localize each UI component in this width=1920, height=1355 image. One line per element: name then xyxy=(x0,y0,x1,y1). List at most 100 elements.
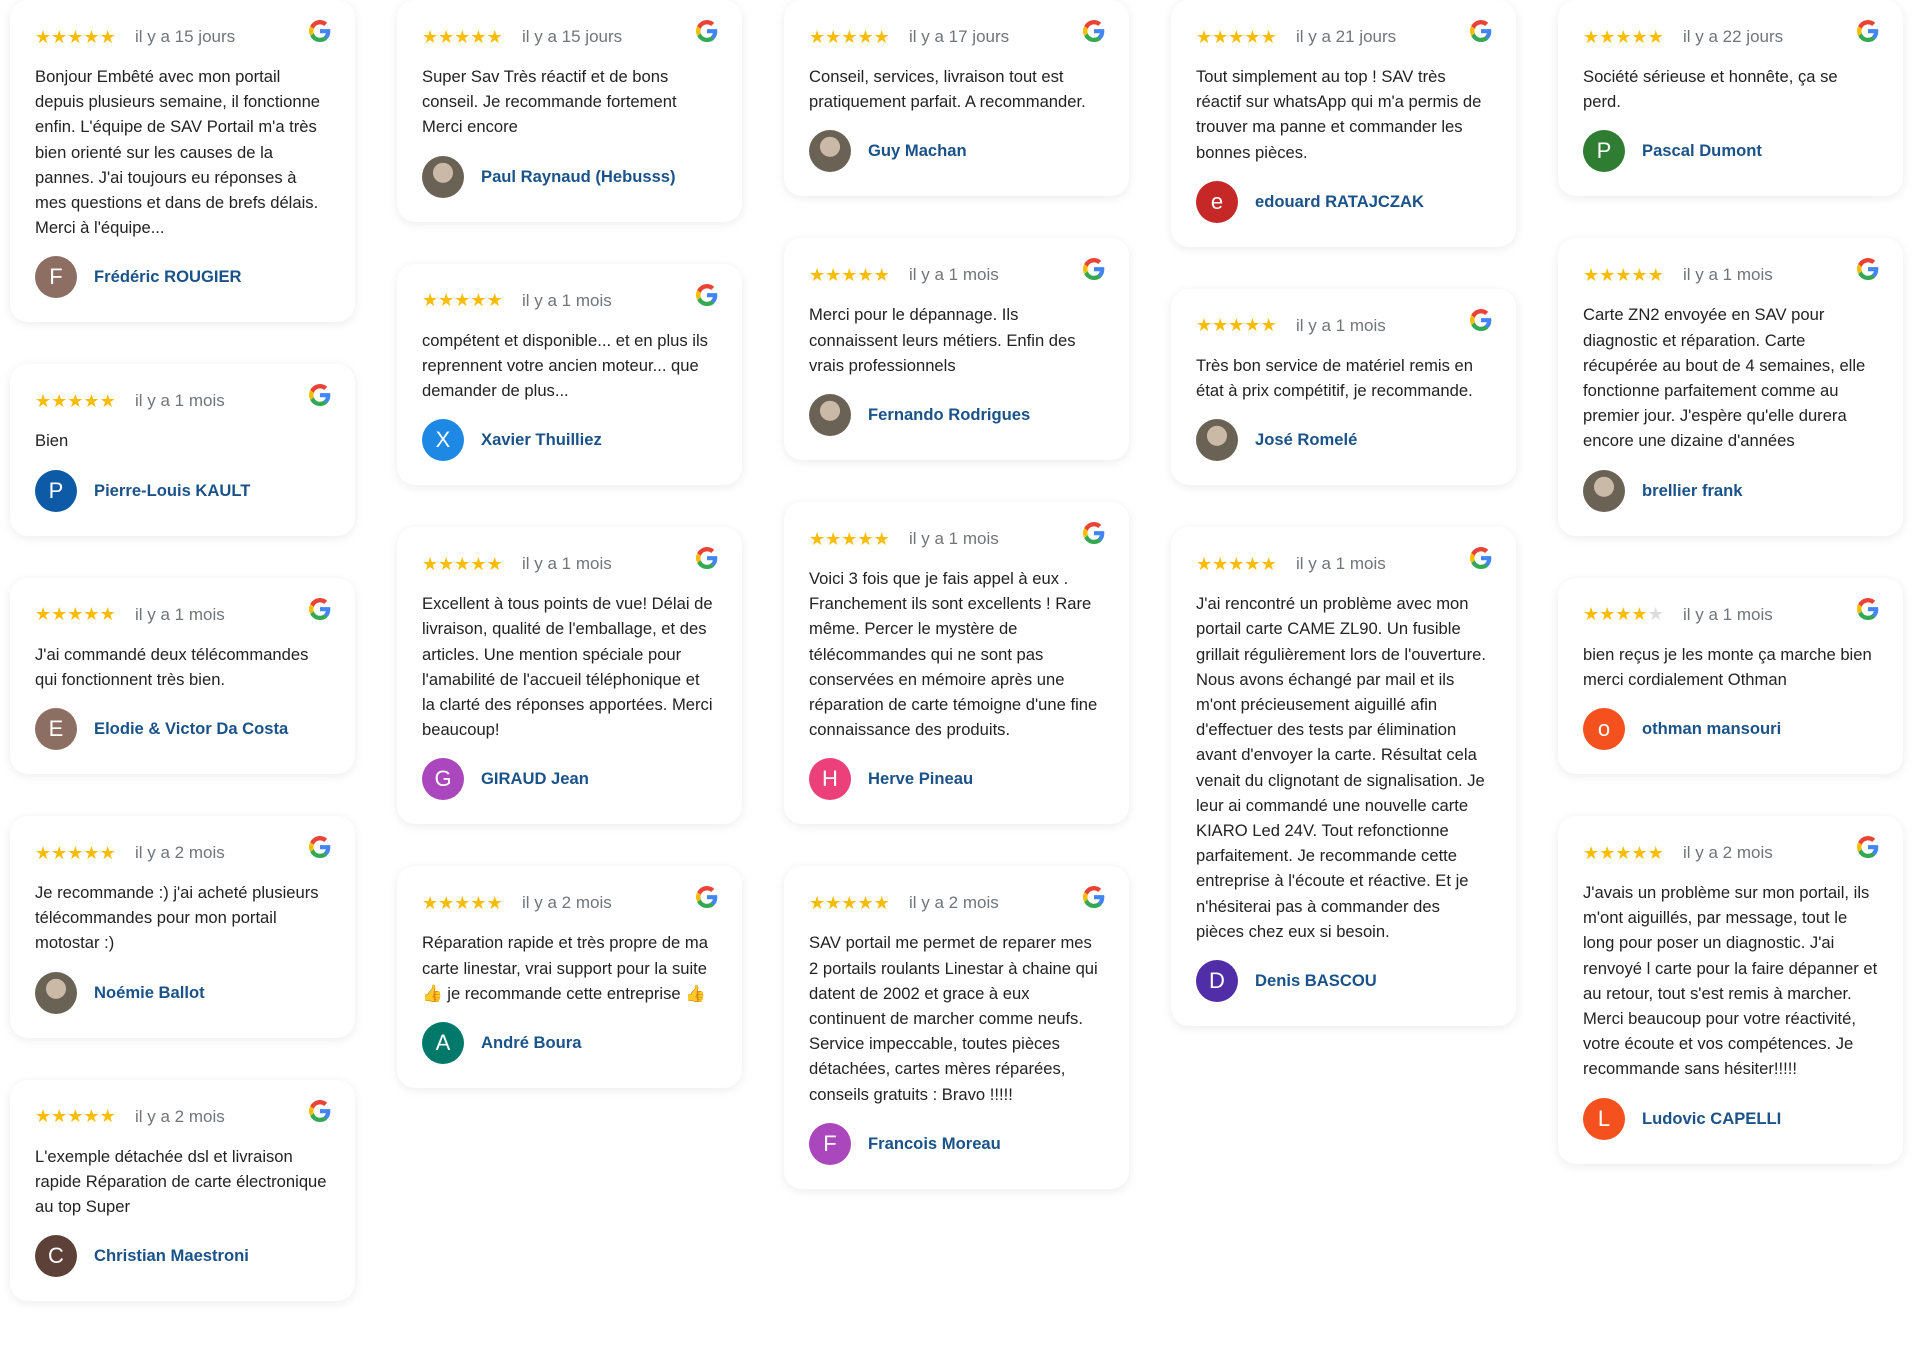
google-g-icon[interactable] xyxy=(1470,308,1492,331)
author-name[interactable]: Xavier Thuilliez xyxy=(481,430,602,450)
review-author[interactable]: brellier frank xyxy=(1583,469,1878,512)
review-author[interactable]: H Herve Pineau xyxy=(809,758,1104,801)
star-icon: ★ xyxy=(438,26,455,47)
star-icon: ★ xyxy=(1196,26,1213,47)
star-icon: ★ xyxy=(51,842,68,863)
review-card: ★★★★★ il y a 1 mois Bien P Pierre-Louis … xyxy=(10,364,355,536)
avatar: P xyxy=(35,469,77,512)
author-name[interactable]: Elodie & Victor Da Costa xyxy=(94,719,289,739)
google-g-icon[interactable] xyxy=(1857,258,1879,281)
author-name[interactable]: Christian Maestroni xyxy=(94,1246,249,1266)
review-author[interactable]: Fernando Rodrigues xyxy=(809,394,1104,437)
star-icon: ★ xyxy=(1615,842,1632,863)
google-g-icon[interactable] xyxy=(309,20,331,42)
author-name[interactable]: othman mansouri xyxy=(1642,719,1782,739)
review-author[interactable]: o othman mansouri xyxy=(1583,708,1878,751)
star-icon: ★ xyxy=(51,1106,68,1127)
google-g-icon[interactable] xyxy=(1470,20,1492,42)
google-g-icon[interactable] xyxy=(309,384,331,407)
star-icon: ★ xyxy=(873,264,890,285)
author-name[interactable]: Paul Raynaud (Hebusss) xyxy=(481,166,676,186)
star-icon: ★ xyxy=(1615,604,1632,625)
google-g-icon[interactable] xyxy=(309,836,331,859)
star-icon: ★ xyxy=(1260,26,1277,47)
review-date: il y a 1 mois xyxy=(522,290,612,310)
author-name[interactable]: brellier frank xyxy=(1642,480,1743,500)
star-icon: ★ xyxy=(35,1106,52,1127)
review-date: il y a 1 mois xyxy=(1683,604,1773,624)
review-author[interactable]: e edouard RATAJCZAK xyxy=(1196,180,1491,223)
author-name[interactable]: Ludovic CAPELLI xyxy=(1642,1108,1782,1128)
star-icon: ★ xyxy=(83,604,100,625)
star-icon: ★ xyxy=(35,26,52,47)
review-author[interactable]: F Francois Moreau xyxy=(809,1122,1104,1165)
star-icon: ★ xyxy=(1196,553,1213,574)
star-icon: ★ xyxy=(825,264,842,285)
review-author[interactable]: L Ludovic CAPELLI xyxy=(1583,1097,1878,1140)
author-name[interactable]: Fernando Rodrigues xyxy=(868,405,1031,425)
author-name[interactable]: edouard RATAJCZAK xyxy=(1255,191,1425,211)
author-name[interactable]: Herve Pineau xyxy=(868,769,974,789)
author-name[interactable]: Noémie Ballot xyxy=(94,982,205,1002)
author-name[interactable]: José Romelé xyxy=(1255,430,1358,450)
author-name[interactable]: André Boura xyxy=(481,1033,582,1053)
star-icon: ★ xyxy=(1244,315,1261,336)
star-rating: ★★★★★ xyxy=(1196,27,1296,48)
star-icon: ★ xyxy=(1599,842,1616,863)
author-name[interactable]: Guy Machan xyxy=(868,141,967,161)
google-g-icon[interactable] xyxy=(696,20,718,42)
review-author[interactable]: P Pierre-Louis KAULT xyxy=(35,469,330,512)
google-g-icon[interactable] xyxy=(1857,20,1879,42)
google-g-icon[interactable] xyxy=(309,1099,331,1122)
review-author[interactable]: Paul Raynaud (Hebusss) xyxy=(422,155,717,198)
review-author[interactable]: C Christian Maestroni xyxy=(35,1235,330,1278)
star-icon: ★ xyxy=(486,553,503,574)
avatar-initial: X xyxy=(435,427,451,453)
review-author[interactable]: José Romelé xyxy=(1196,419,1491,462)
review-author[interactable]: D Denis BASCOU xyxy=(1196,960,1491,1003)
star-icon: ★ xyxy=(825,528,842,549)
review-author[interactable]: Noémie Ballot xyxy=(35,971,330,1014)
review-date: il y a 1 mois xyxy=(135,604,225,624)
avatar xyxy=(422,155,464,198)
review-author[interactable]: X Xavier Thuilliez xyxy=(422,419,717,462)
avatar-initial: P xyxy=(48,477,64,503)
review-text: Merci pour le dépannage. Ils connaissent… xyxy=(809,305,1076,375)
review-author[interactable]: P Pascal Dumont xyxy=(1583,130,1878,173)
google-g-icon[interactable] xyxy=(1083,522,1105,545)
review-author[interactable]: G GIRAUD Jean xyxy=(422,758,717,801)
google-g-icon[interactable] xyxy=(1083,20,1105,42)
star-icon: ★ xyxy=(1647,264,1664,285)
review-author[interactable]: Guy Machan xyxy=(809,130,1104,173)
google-g-icon[interactable] xyxy=(1083,886,1105,909)
google-g-icon[interactable] xyxy=(1857,597,1879,620)
review-header: ★★★★★ il y a 1 mois xyxy=(35,602,330,628)
google-g-icon[interactable] xyxy=(696,283,718,306)
review-card: ★★★★★ il y a 1 mois compétent et disponi… xyxy=(397,263,742,486)
author-name[interactable]: Denis BASCOU xyxy=(1255,971,1377,991)
review-header: ★★★★★ il y a 1 mois xyxy=(1583,602,1878,628)
review-date: il y a 22 jours xyxy=(1683,27,1784,46)
author-name[interactable]: Pascal Dumont xyxy=(1642,141,1762,161)
review-author[interactable]: E Elodie & Victor Da Costa xyxy=(35,708,330,751)
review-author[interactable]: F Frédéric ROUGIER xyxy=(35,256,330,299)
google-g-icon[interactable] xyxy=(309,597,331,620)
author-name[interactable]: GIRAUD Jean xyxy=(481,769,589,789)
google-g-icon[interactable] xyxy=(696,547,718,570)
google-g-icon[interactable] xyxy=(1083,258,1105,281)
review-author[interactable]: A André Boura xyxy=(422,1022,717,1065)
avatar-initial: P xyxy=(1596,138,1612,164)
author-name[interactable]: Frédéric ROUGIER xyxy=(94,267,242,287)
author-name[interactable]: Pierre-Louis KAULT xyxy=(94,480,251,500)
review-column: ★★★★★ il y a 17 jours Conseil, services,… xyxy=(784,0,1129,1189)
google-g-icon[interactable] xyxy=(1857,836,1879,859)
star-icon: ★ xyxy=(454,290,471,311)
google-g-icon[interactable] xyxy=(1470,547,1492,570)
star-icon: ★ xyxy=(1583,842,1600,863)
author-name[interactable]: Francois Moreau xyxy=(868,1133,1001,1153)
star-icon: ★ xyxy=(857,528,874,549)
star-icon: ★ xyxy=(67,842,84,863)
google-g-icon[interactable] xyxy=(696,886,718,909)
review-text: Voici 3 fois que je fais appel à eux . F… xyxy=(809,569,1098,740)
review-header: ★★★★★ il y a 2 mois xyxy=(1583,840,1878,866)
